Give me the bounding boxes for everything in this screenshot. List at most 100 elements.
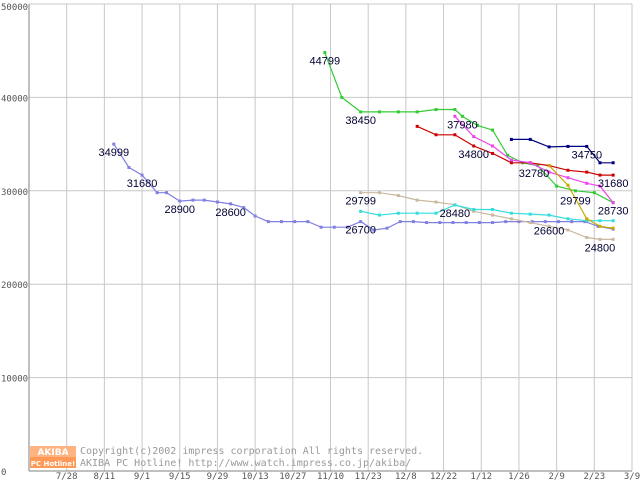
- series-point: [460, 114, 464, 118]
- series-point: [547, 224, 551, 228]
- x-tick-label: 10/27: [279, 472, 306, 480]
- series-point: [504, 220, 508, 224]
- series-point: [377, 191, 381, 195]
- series-point: [491, 213, 495, 217]
- series-point: [178, 199, 182, 203]
- series-point: [215, 200, 219, 204]
- series-point: [306, 220, 310, 224]
- chart-series: [112, 51, 615, 241]
- x-tick-label: 10/13: [242, 472, 269, 480]
- data-label: 34800: [458, 149, 489, 161]
- series-point: [453, 133, 457, 137]
- series-point: [140, 173, 144, 177]
- series-point: [229, 202, 233, 206]
- series-line: [454, 115, 614, 204]
- x-tick-label: 1/26: [508, 472, 530, 480]
- series-point: [585, 170, 589, 174]
- data-label: 24800: [585, 242, 616, 254]
- x-axis-ticks: 7/28 8/11 9/1 9/15 9/29 10/13 10/27 11/10 11/23 1…: [56, 472, 640, 480]
- series-point: [611, 219, 615, 223]
- x-tick-label: 8/11: [94, 472, 116, 480]
- series-point: [585, 217, 589, 221]
- series-7: [509, 137, 615, 165]
- series-point: [323, 51, 327, 55]
- series-point: [547, 145, 551, 149]
- data-label: 37980: [447, 119, 478, 131]
- series-point: [528, 137, 532, 141]
- series-point: [528, 221, 532, 225]
- data-label: 34750: [571, 149, 602, 161]
- chart-axes: [28, 4, 632, 472]
- series-6: [453, 114, 615, 205]
- series-line: [324, 52, 614, 204]
- y-tick-label: 0: [1, 468, 6, 478]
- series-point: [434, 108, 438, 112]
- series-point: [396, 211, 400, 215]
- y-tick-label: 10000: [1, 375, 28, 385]
- x-tick-label: 9/29: [207, 472, 229, 480]
- series-point: [280, 220, 284, 224]
- copyright-text: Copyright(c)2002 impress corporation All…: [80, 446, 423, 457]
- series-point: [472, 209, 476, 213]
- series-point: [385, 226, 389, 230]
- series-point: [477, 221, 481, 225]
- series-point: [415, 110, 419, 114]
- series-point: [509, 158, 513, 162]
- data-label: 28480: [440, 208, 471, 220]
- series-point: [585, 236, 589, 239]
- series-point: [528, 161, 532, 165]
- series-point: [585, 144, 589, 148]
- series-point: [242, 206, 246, 210]
- x-tick-label: 9/1: [134, 472, 150, 480]
- series-point: [165, 191, 169, 195]
- series-point: [509, 161, 513, 165]
- x-tick-label: 1/12: [470, 472, 492, 480]
- series-point: [506, 153, 510, 157]
- series-point: [598, 161, 602, 165]
- series-point: [453, 203, 457, 207]
- x-tick-label: 2/23: [583, 472, 605, 480]
- watermark: AKIBA PC Hotline! Copyright(c)2002 impre…: [30, 446, 423, 469]
- series-point: [293, 220, 297, 224]
- site-url-text: AKIBA PC Hotline! http://www.watch.impre…: [80, 458, 411, 469]
- data-label: 28900: [164, 204, 195, 216]
- x-tick-label: 3/9: [624, 472, 640, 480]
- series-point: [434, 200, 438, 204]
- y-axis-ticks: 0 10000 20000 30000 40000 50000: [1, 3, 28, 478]
- series-point: [598, 237, 602, 241]
- series-point: [377, 213, 381, 217]
- series-point: [598, 224, 602, 228]
- series-line: [416, 125, 614, 176]
- series-point: [547, 164, 551, 168]
- data-label: 28730: [598, 206, 629, 218]
- x-tick-label: 12/22: [430, 472, 457, 480]
- series-point: [377, 110, 381, 114]
- x-tick-label: 2/9: [548, 472, 564, 480]
- series-point: [598, 184, 602, 188]
- series-point: [509, 217, 513, 221]
- series-point: [425, 221, 429, 225]
- series-point: [415, 198, 419, 202]
- series-point: [566, 144, 570, 148]
- series-point: [155, 191, 159, 195]
- series-point: [547, 170, 551, 174]
- series-point: [398, 220, 402, 224]
- data-label: 38450: [345, 115, 376, 127]
- series-point: [472, 135, 476, 139]
- series-point: [528, 212, 532, 216]
- series-point: [415, 211, 419, 215]
- series-point: [491, 221, 495, 225]
- series-point: [491, 151, 495, 155]
- series-point: [359, 191, 363, 195]
- y-tick-label: 20000: [1, 281, 28, 291]
- series-point: [547, 213, 551, 217]
- series-point: [598, 173, 602, 177]
- series-point: [509, 137, 513, 141]
- data-label: 34999: [99, 147, 130, 159]
- series-point: [509, 211, 513, 215]
- series-point: [583, 220, 587, 224]
- series-point: [585, 219, 589, 223]
- series-point: [536, 164, 540, 168]
- x-tick-label: 11/10: [317, 472, 344, 480]
